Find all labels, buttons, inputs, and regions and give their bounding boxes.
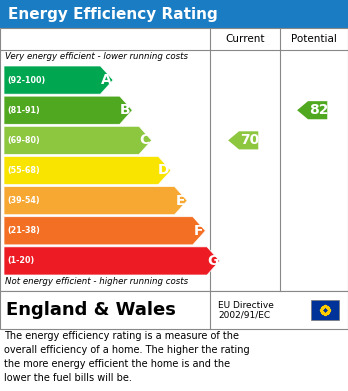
Text: (69-80): (69-80) [7, 136, 40, 145]
Text: (1-20): (1-20) [7, 256, 34, 265]
Text: Potential: Potential [291, 34, 337, 44]
Text: 82: 82 [309, 103, 329, 117]
Text: (92-100): (92-100) [7, 75, 45, 84]
Text: E: E [175, 194, 185, 208]
Text: F: F [194, 224, 203, 238]
Text: EU Directive: EU Directive [218, 301, 274, 310]
Text: The energy efficiency rating is a measure of the
overall efficiency of a home. T: The energy efficiency rating is a measur… [4, 331, 250, 383]
Bar [0, 28, 348, 291]
Polygon shape [4, 247, 220, 275]
Text: A: A [101, 73, 111, 87]
Text: D: D [158, 163, 170, 178]
Text: (55-68): (55-68) [7, 166, 40, 175]
Polygon shape [228, 131, 258, 149]
Polygon shape [4, 126, 152, 154]
Bar [0, 0, 348, 28]
Text: Not energy efficient - higher running costs: Not energy efficient - higher running co… [5, 277, 188, 286]
Polygon shape [297, 101, 327, 119]
Bar [311, 300, 339, 320]
Text: 2002/91/EC: 2002/91/EC [218, 310, 270, 319]
Text: (21-38): (21-38) [7, 226, 40, 235]
Text: (81-91): (81-91) [7, 106, 40, 115]
Bar [0, 291, 348, 329]
Text: B: B [120, 103, 131, 117]
Text: (39-54): (39-54) [7, 196, 40, 205]
Text: Energy Efficiency Rating: Energy Efficiency Rating [8, 7, 218, 22]
Text: Current: Current [225, 34, 265, 44]
Polygon shape [4, 66, 113, 94]
Polygon shape [4, 187, 187, 215]
Text: G: G [207, 254, 219, 268]
Text: C: C [140, 133, 150, 147]
Polygon shape [4, 217, 205, 245]
Text: England & Wales: England & Wales [6, 301, 176, 319]
Text: 70: 70 [240, 133, 259, 147]
Polygon shape [4, 156, 171, 185]
Polygon shape [4, 96, 132, 124]
Text: Very energy efficient - lower running costs: Very energy efficient - lower running co… [5, 52, 188, 61]
